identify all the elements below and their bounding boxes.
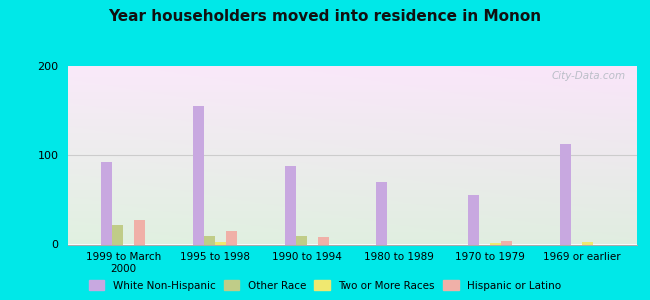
Bar — [296, 236, 307, 244]
Bar — [285, 166, 296, 244]
Bar — [318, 237, 329, 244]
Bar — [112, 225, 124, 244]
Bar — [468, 195, 479, 244]
Text: City-Data.com: City-Data.com — [551, 71, 625, 81]
Bar — [560, 144, 571, 244]
Legend: White Non-Hispanic, Other Race, Two or More Races, Hispanic or Latino: White Non-Hispanic, Other Race, Two or M… — [84, 276, 566, 295]
Bar — [490, 243, 501, 244]
Bar — [226, 231, 237, 244]
Bar — [215, 242, 226, 244]
Bar — [101, 162, 112, 244]
Bar — [193, 106, 204, 244]
Bar — [501, 241, 512, 244]
Bar — [376, 182, 387, 244]
Text: Year householders moved into residence in Monon: Year householders moved into residence i… — [109, 9, 541, 24]
Bar — [135, 220, 146, 244]
Bar — [582, 242, 593, 244]
Bar — [204, 236, 215, 244]
